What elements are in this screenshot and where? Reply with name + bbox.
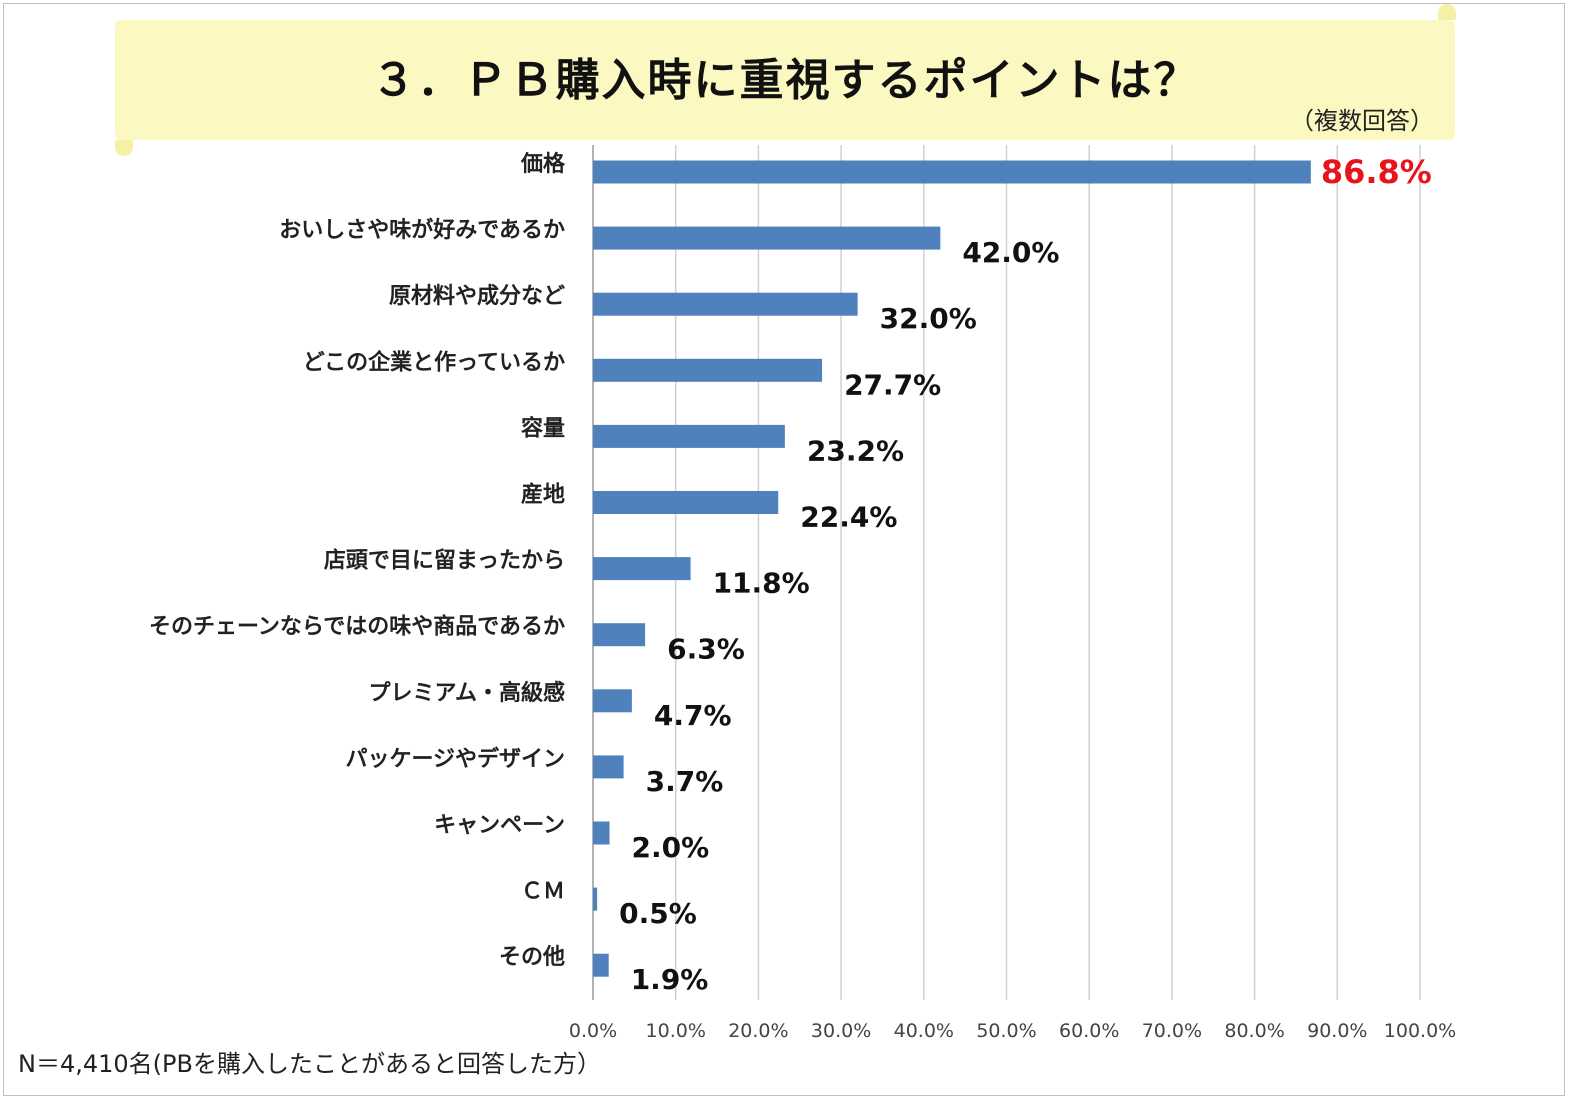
bar	[593, 557, 691, 581]
bar	[593, 821, 610, 845]
category-label: 産地	[521, 482, 565, 508]
category-label: プレミアム・高級感	[369, 680, 565, 706]
data-label: 1.9%	[631, 963, 709, 996]
bar	[593, 424, 785, 448]
category-label: 店頭で目に留まったから	[324, 548, 565, 574]
bar	[593, 623, 646, 647]
data-label: 86.8%	[1321, 153, 1432, 191]
bar	[593, 755, 624, 779]
banner-curl-decoration	[1438, 4, 1456, 20]
x-tick-label: 80.0%	[1224, 1020, 1284, 1042]
category-label: 価格	[520, 151, 566, 177]
category-label: そのチェーンならではの味や商品であるか	[149, 614, 565, 640]
bar	[593, 689, 632, 713]
sample-size-note: N＝4,410名(PBを購入したことがあると回答した方）	[18, 1050, 601, 1078]
x-tick-label: 40.0%	[894, 1020, 954, 1042]
data-label: 42.0%	[962, 236, 1059, 269]
category-label: キャンペーン	[434, 813, 565, 838]
banner-curl-decoration	[115, 140, 133, 156]
data-label: 4.7%	[654, 699, 732, 732]
data-label: 32.0%	[880, 302, 977, 335]
category-label: 容量	[521, 415, 565, 441]
x-tick-label: 70.0%	[1142, 1020, 1202, 1042]
x-tick-label: 100.0%	[1384, 1020, 1456, 1042]
bars	[593, 160, 1311, 977]
x-tick-label: 0.0%	[569, 1020, 617, 1042]
chart-title: ３．ＰＢ購入時に重視するポイントは？	[371, 55, 1200, 106]
gridlines	[592, 145, 1421, 1000]
category-label: 原材料や成分など	[389, 284, 565, 309]
x-tick-label: 20.0%	[728, 1020, 788, 1042]
data-label: 22.4%	[800, 501, 897, 534]
bar	[593, 953, 609, 977]
data-label: 0.5%	[619, 897, 697, 930]
data-label: 6.3%	[667, 633, 745, 666]
x-axis-ticks: 0.0% 10.0% 20.0% 30.0% 40.0% 50.0% 60.0% 70.0% 8…	[569, 1020, 1456, 1042]
data-label: 27.7%	[844, 368, 941, 401]
bar	[593, 292, 858, 316]
x-tick-label: 10.0%	[646, 1020, 706, 1042]
bar	[593, 358, 823, 382]
data-label: 2.0%	[632, 831, 710, 864]
chart-subtitle: （複数回答）	[1290, 107, 1434, 135]
data-label: 11.8%	[713, 567, 810, 600]
category-labels: 価格おいしさや味が好みであるか原材料や成分などどこの企業と作っているか容量産地店…	[149, 151, 566, 970]
x-tick-label: 60.0%	[1059, 1020, 1119, 1042]
category-label: どこの企業と作っているか	[303, 349, 565, 375]
bar	[593, 887, 598, 911]
category-label: おいしさや味が好みであるか	[279, 217, 565, 243]
bar	[593, 226, 941, 250]
x-tick-label: 90.0%	[1307, 1020, 1367, 1042]
category-label: ＣＭ	[521, 879, 565, 904]
x-tick-label: 50.0%	[976, 1020, 1036, 1042]
value-labels: 86.8% 42.0% 32.0% 27.7% 23.2% 22.4% 11.8% 6.3% 4…	[619, 153, 1432, 996]
bar	[593, 491, 779, 514]
data-label: 3.7%	[646, 765, 724, 798]
x-tick-label: 30.0%	[811, 1020, 871, 1042]
category-label: その他	[499, 945, 565, 970]
category-label: パッケージやデザイン	[345, 746, 565, 772]
bar	[593, 160, 1311, 184]
chart-frame	[3, 3, 1565, 1096]
data-label: 23.2%	[807, 434, 904, 467]
title-banner	[115, 20, 1455, 140]
